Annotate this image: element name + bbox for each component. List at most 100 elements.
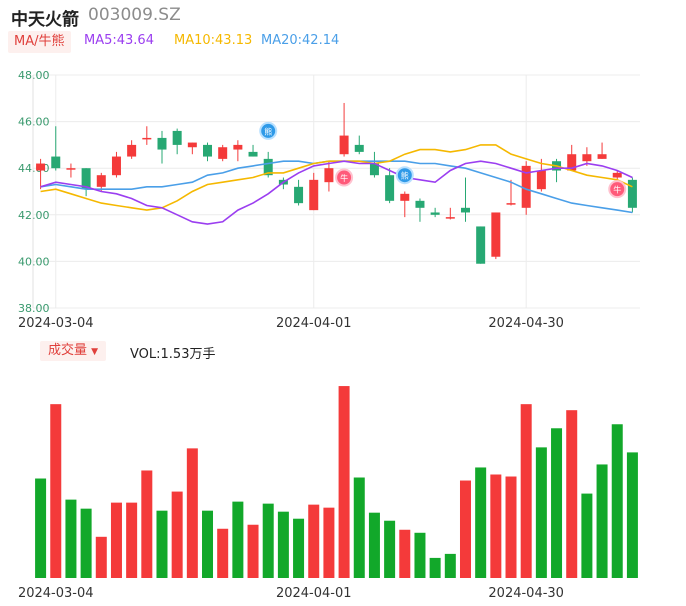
volume-bar: [110, 502, 122, 578]
candle-body: [567, 154, 577, 171]
ma20-legend: MA20:42.14: [261, 33, 340, 48]
volume-bar: [262, 503, 274, 578]
volume-bar: [566, 410, 578, 578]
y-tick-label: 40.00: [18, 255, 50, 268]
volume-bar: [141, 470, 153, 578]
volume-bar: [399, 529, 411, 578]
volume-x-tick-label: 2024-03-04: [18, 586, 94, 601]
volume-bar: [368, 512, 380, 578]
volume-bar: [217, 528, 229, 578]
volume-bar: [186, 448, 198, 578]
bull-signal-icon: [608, 180, 627, 199]
ma10-legend: MA10:43.13: [174, 33, 253, 48]
x-tick-label: 2024-04-01: [276, 316, 352, 331]
signal-label: 牛: [613, 185, 621, 195]
volume-bar: [323, 507, 335, 578]
volume-bar: [459, 480, 471, 578]
volume-bar: [490, 474, 502, 578]
indicator-selector-button[interactable]: MA/牛熊: [8, 31, 71, 53]
candle-body: [111, 156, 121, 176]
volume-bar: [171, 491, 183, 578]
volume-label: 成交量: [48, 343, 88, 358]
candle-body: [354, 144, 364, 152]
stock-name: 中天火箭: [11, 10, 79, 30]
volume-selector-button[interactable]: 成交量 ▼: [40, 341, 107, 361]
candle-body: [476, 226, 486, 264]
volume-bar: [277, 511, 289, 578]
candle-body: [157, 137, 167, 150]
volume-bar: [626, 452, 638, 578]
candle-body: [597, 154, 607, 159]
bull-signal-icon: [335, 168, 354, 187]
candle-body: [142, 137, 152, 140]
y-tick-label: 38.00: [18, 302, 50, 315]
candle-body: [536, 170, 546, 190]
volume-bar: [95, 536, 107, 578]
candle-body: [203, 144, 213, 157]
candle-body: [460, 207, 470, 213]
y-tick-label: 42.00: [18, 209, 50, 222]
candle-body: [187, 142, 197, 148]
bear-signal-icon: [259, 121, 278, 140]
volume-bar: [505, 476, 517, 578]
candle-body: [218, 147, 228, 159]
volume-bar: [232, 501, 244, 578]
volume-bar: [202, 510, 214, 578]
x-tick-label: 2024-03-04: [18, 316, 94, 331]
x-tick-label: 2024-04-30: [488, 316, 564, 331]
candle-body: [263, 158, 273, 176]
candle-body: [491, 212, 501, 257]
candle-body: [582, 154, 592, 162]
volume-bar: [384, 520, 396, 578]
candle-body: [324, 168, 334, 183]
candle-body: [294, 186, 304, 204]
candle-body: [172, 130, 182, 145]
candle-body: [36, 163, 46, 171]
volume-bar: [414, 532, 426, 578]
candle-body: [506, 203, 516, 205]
candle-body: [415, 200, 425, 208]
volume-bar: [444, 553, 456, 578]
volume-bar: [80, 508, 92, 578]
candle-body: [81, 168, 91, 190]
candle-body: [521, 165, 531, 208]
candle-body: [430, 212, 440, 215]
volume-bar: [611, 424, 623, 578]
ma10-line: [40, 144, 633, 211]
volume-x-tick-label: 2024-04-01: [276, 586, 352, 601]
volume-bar: [535, 447, 547, 578]
volume-bar: [596, 464, 608, 578]
candle-body: [233, 144, 243, 150]
volume-bar: [293, 518, 305, 578]
volume-bar: [520, 404, 532, 578]
candle-body: [369, 163, 379, 176]
candle-body: [127, 144, 137, 157]
volume-bar: [581, 493, 593, 578]
candle-body: [66, 168, 76, 170]
volume-bar: [50, 404, 62, 578]
signal-label: 熊: [264, 126, 272, 136]
candle-body: [339, 135, 349, 155]
candle-body: [612, 172, 622, 178]
candle-body: [400, 193, 410, 201]
signal-label: 牛: [340, 173, 348, 183]
candle-body: [248, 151, 258, 157]
candle-body: [627, 179, 637, 208]
candle-body: [309, 179, 319, 211]
bear-signal-icon: [395, 166, 414, 185]
volume-bar: [308, 504, 320, 578]
volume-bar: [338, 386, 350, 578]
volume-bar: [475, 467, 487, 578]
volume-bar: [35, 478, 47, 578]
y-tick-label: 46.00: [18, 116, 50, 129]
stock-code: 003009.SZ: [88, 5, 181, 25]
y-tick-label: 48.00: [18, 69, 50, 82]
candle-body: [445, 217, 455, 219]
ma5-legend: MA5:43.64: [84, 33, 154, 48]
volume-value: VOL:1.53万手: [130, 347, 216, 362]
candle-body: [51, 156, 61, 169]
signal-label: 熊: [401, 171, 409, 181]
volume-bar: [353, 477, 365, 578]
ma5-line: [40, 160, 633, 225]
